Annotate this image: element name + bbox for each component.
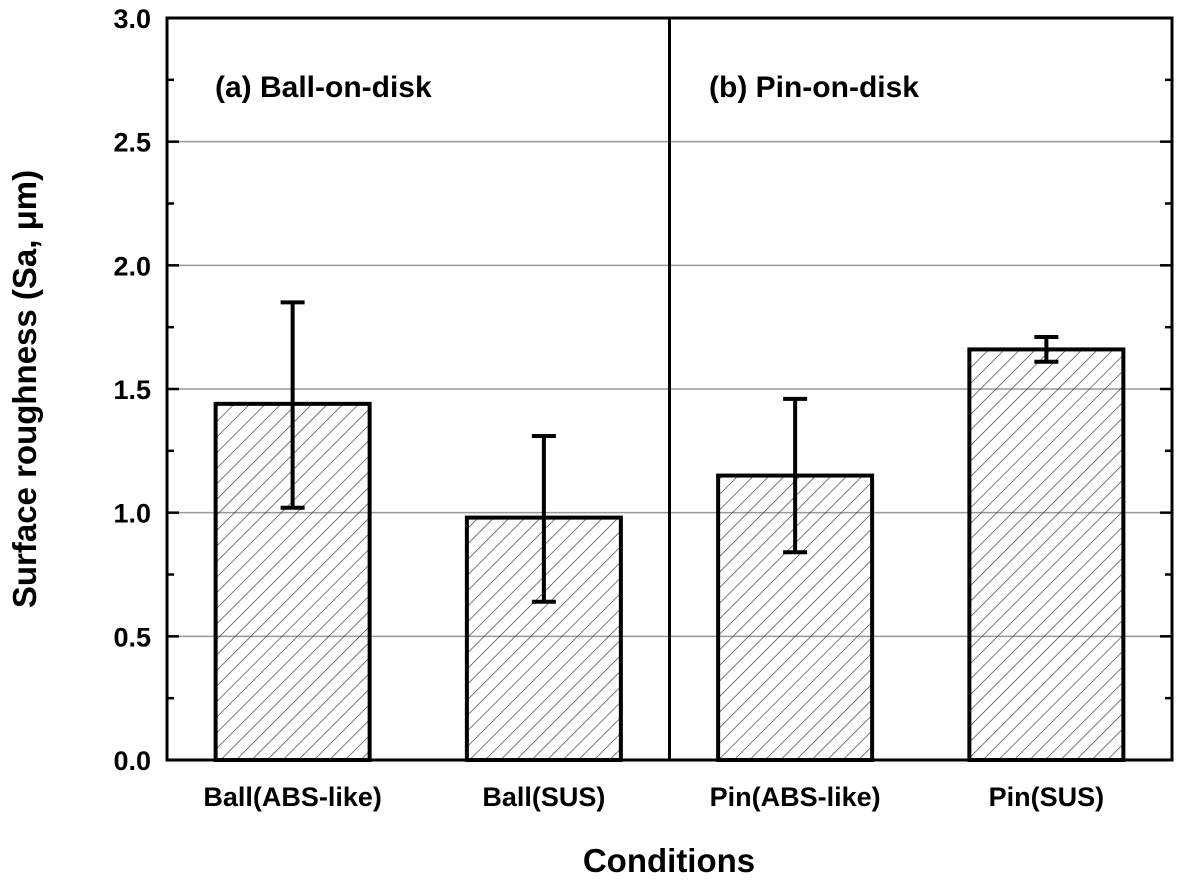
y-tick-label: 1.5 (113, 375, 151, 405)
panel-label-b: (b) Pin-on-disk (709, 71, 919, 104)
y-tick-label: 2.5 (113, 128, 151, 158)
error-bar (1034, 335, 1059, 364)
y-tick-label: 3.0 (113, 4, 151, 34)
bar (967, 347, 1126, 762)
x-axis-title: Conditions (583, 842, 755, 879)
y-tick-label: 1.0 (113, 499, 151, 529)
bars (213, 347, 1126, 763)
x-tick-label: Pin(SUS) (989, 782, 1105, 812)
y-axis-title: Surface roughness (Sa, μm) (6, 170, 43, 608)
x-tick-labels: Ball(ABS-like) Ball(SUS) Pin(ABS-like) Pin(… (203, 782, 1104, 812)
error-bars (280, 300, 1059, 604)
x-tick-label: Pin(ABS-like) (710, 782, 881, 812)
y-tick-label: 0.5 (113, 622, 151, 652)
x-tick-label: Ball(SUS) (482, 782, 605, 812)
error-bar (531, 433, 556, 604)
y-tick-labels: 0.0 0.5 1.0 1.5 2.0 2.5 3.0 (113, 4, 151, 776)
error-bar (280, 300, 305, 510)
panel-label-a: (a) Ball-on-disk (215, 71, 432, 104)
error-bar (783, 396, 808, 555)
y-tick-label: 2.0 (113, 251, 151, 281)
x-tick-label: Ball(ABS-like) (203, 782, 382, 812)
axes (165, 16, 1174, 762)
y-tick-label: 0.0 (113, 746, 151, 776)
